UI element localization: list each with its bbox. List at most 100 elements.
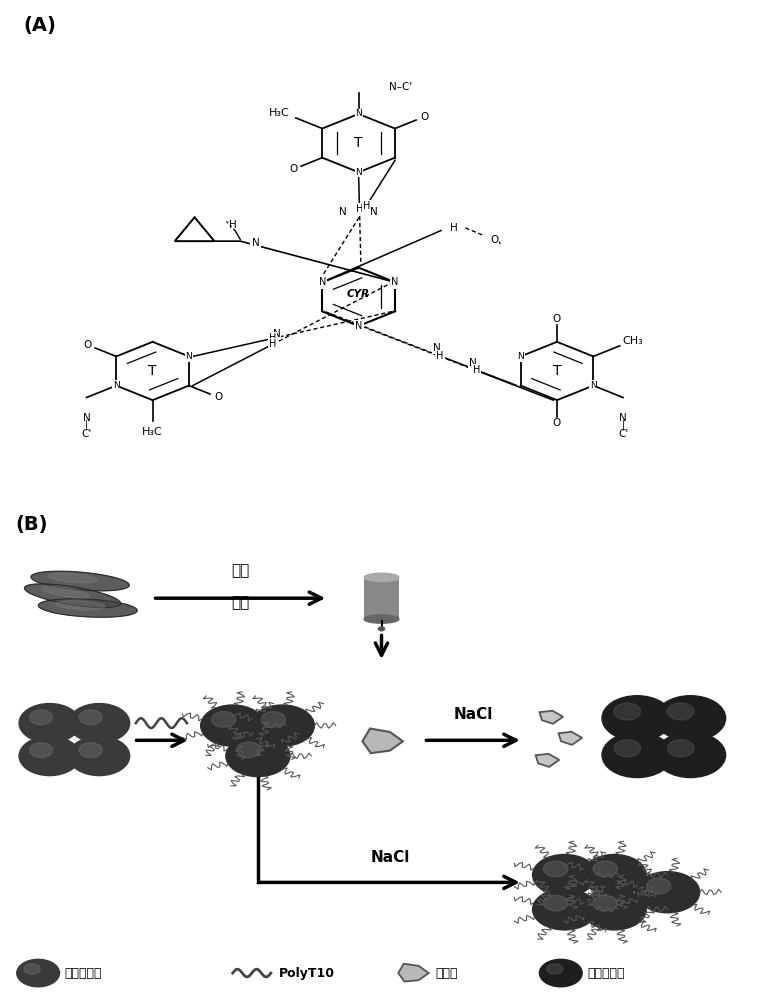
Circle shape — [552, 869, 584, 889]
Text: T: T — [552, 364, 562, 378]
Circle shape — [87, 717, 118, 737]
Text: N: N — [370, 207, 378, 217]
Circle shape — [19, 736, 80, 776]
Text: |: | — [621, 420, 625, 430]
Text: O: O — [553, 314, 561, 324]
Circle shape — [646, 878, 671, 894]
Circle shape — [602, 732, 672, 778]
Text: H: H — [356, 204, 363, 214]
Text: N: N — [355, 321, 362, 331]
Text: N: N — [469, 358, 477, 368]
Text: O: O — [83, 340, 92, 350]
Circle shape — [250, 705, 314, 746]
Circle shape — [30, 710, 53, 725]
Text: N: N — [590, 381, 597, 390]
Circle shape — [19, 704, 80, 743]
Circle shape — [37, 750, 68, 770]
Circle shape — [69, 704, 130, 743]
Text: O: O — [214, 392, 222, 402]
Circle shape — [269, 719, 301, 740]
Text: 匀浆: 匀浆 — [231, 564, 250, 579]
Text: 灰蝇胺: 灰蝇胺 — [435, 967, 457, 980]
Text: H₃C: H₃C — [142, 427, 163, 437]
Circle shape — [547, 964, 563, 974]
Circle shape — [552, 903, 584, 924]
Circle shape — [245, 750, 277, 770]
Circle shape — [79, 743, 102, 758]
Text: (A): (A) — [23, 16, 56, 35]
FancyBboxPatch shape — [365, 576, 398, 620]
Polygon shape — [56, 601, 105, 610]
Circle shape — [655, 696, 726, 741]
Ellipse shape — [364, 573, 399, 582]
Text: H: H — [436, 351, 443, 361]
Text: N: N — [340, 207, 347, 217]
Text: N: N — [356, 168, 362, 177]
Circle shape — [601, 903, 633, 924]
Circle shape — [261, 712, 285, 727]
Circle shape — [220, 719, 252, 740]
Text: N: N — [620, 413, 627, 423]
Circle shape — [79, 710, 102, 725]
Text: H: H — [229, 220, 237, 230]
Text: O: O — [289, 164, 298, 174]
Circle shape — [201, 705, 265, 746]
Text: CYR: CYR — [347, 289, 370, 299]
Circle shape — [69, 736, 130, 776]
Text: N: N — [517, 352, 524, 361]
Circle shape — [533, 889, 597, 930]
Polygon shape — [38, 599, 137, 617]
Polygon shape — [559, 732, 582, 745]
Circle shape — [623, 711, 658, 734]
Circle shape — [636, 872, 700, 913]
Circle shape — [614, 703, 641, 720]
Text: N: N — [273, 329, 281, 339]
Text: (B): (B) — [15, 515, 48, 534]
Circle shape — [677, 711, 712, 734]
Text: N: N — [356, 109, 362, 118]
Text: T: T — [148, 364, 157, 378]
Circle shape — [602, 696, 672, 741]
Text: H: H — [450, 223, 458, 233]
Circle shape — [582, 889, 646, 930]
Circle shape — [378, 627, 385, 631]
Text: 团紧纳米金: 团紧纳米金 — [588, 967, 625, 980]
Circle shape — [552, 969, 574, 983]
Text: N: N — [252, 238, 259, 248]
Text: H: H — [362, 201, 370, 211]
Text: T: T — [354, 136, 363, 150]
Text: O: O — [420, 112, 428, 122]
Circle shape — [668, 740, 694, 757]
Circle shape — [30, 969, 51, 983]
Text: H: H — [269, 339, 276, 349]
Text: NaCl: NaCl — [453, 707, 493, 722]
Polygon shape — [398, 964, 429, 982]
Text: C': C' — [82, 429, 92, 439]
Text: N–C': N–C' — [389, 82, 412, 92]
Text: N: N — [82, 413, 90, 423]
Text: N: N — [391, 277, 398, 287]
Circle shape — [543, 861, 568, 877]
Circle shape — [87, 750, 118, 770]
Text: N: N — [319, 277, 326, 287]
Polygon shape — [536, 754, 559, 767]
Text: O: O — [491, 235, 498, 245]
Polygon shape — [48, 573, 98, 583]
Text: N: N — [185, 352, 192, 361]
Text: 过滤: 过滤 — [231, 596, 250, 611]
Text: 分散纳米金: 分散纳米金 — [65, 967, 102, 980]
Circle shape — [226, 735, 290, 777]
Circle shape — [539, 959, 582, 987]
Text: |: | — [85, 420, 89, 430]
Circle shape — [623, 748, 658, 771]
Circle shape — [37, 717, 68, 737]
Text: C': C' — [618, 429, 628, 439]
Circle shape — [211, 712, 236, 727]
Polygon shape — [41, 586, 89, 598]
Circle shape — [677, 748, 712, 771]
Circle shape — [668, 703, 694, 720]
Polygon shape — [24, 584, 121, 608]
Text: CH₃: CH₃ — [623, 336, 643, 346]
Circle shape — [582, 854, 646, 896]
Text: NaCl: NaCl — [371, 850, 410, 865]
